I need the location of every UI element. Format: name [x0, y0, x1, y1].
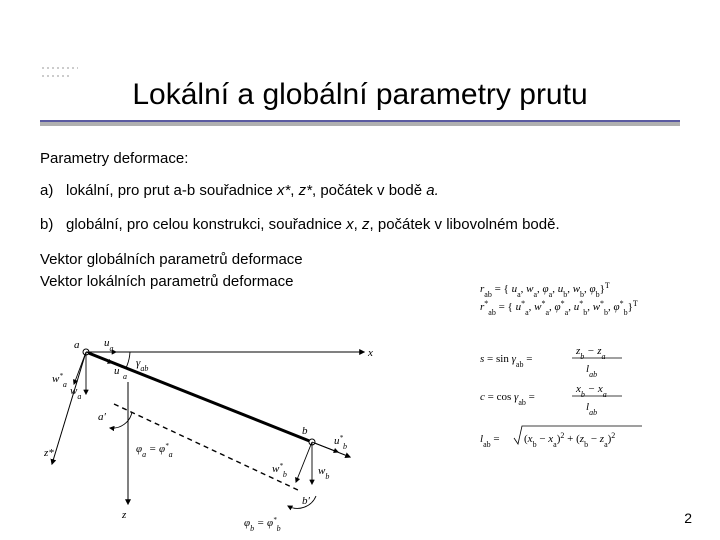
slide-title: Lokální a globální parametry prutu	[40, 78, 680, 118]
label-w-a-star: w*a	[52, 372, 67, 389]
label-u-b-star: u*b	[334, 434, 347, 451]
formula-l: lab =	[480, 433, 500, 449]
bar-diagram: x z* z γab a b a′ b′ ua u*a wa w*a φa = …	[44, 334, 384, 534]
label-phi-a: φa = φ*a	[136, 442, 173, 459]
formula-r-ab-star: r*ab = { u*a, w*a, φ*a, u*b, w*b, φ*b}T	[480, 299, 638, 317]
formula-r-ab: rab = { ua, wa, φa, ub, wb, φb}T	[480, 281, 610, 299]
formula-c: c = cos γab =	[480, 391, 535, 407]
para-global-vector: Vektor globálních parametrů deformace	[40, 250, 690, 270]
node-a-label: a	[74, 339, 80, 351]
list-item-a: a)lokální, pro prut a-b souřadnice x*, z…	[40, 181, 690, 201]
formulas-block: rab = { ua, wa, φa, ub, wb, φb}T r*ab = …	[480, 278, 710, 488]
node-a-prime-label: a′	[98, 411, 107, 423]
body-content: Parametry deformace: a)lokální, pro prut…	[40, 150, 690, 294]
label-w-b: wb	[318, 465, 329, 481]
node-b-label: b	[302, 425, 308, 437]
formula-s: s = sin γab =	[480, 353, 532, 369]
axis-label-z-star: z*	[44, 447, 54, 459]
page-number: 2	[684, 510, 692, 526]
angle-label: γab	[136, 357, 148, 373]
svg-text:(xb − xa)2 + (zb − za)2: (xb − xa)2 + (zb − za)2	[524, 431, 615, 449]
list-marker: b)	[40, 215, 66, 235]
svg-text:lab: lab	[586, 363, 597, 379]
label-u-a: ua	[104, 337, 114, 353]
list-item-b: b)globální, pro celou konstrukci, souřad…	[40, 215, 690, 235]
title-underline-shadow	[40, 122, 680, 126]
svg-text:lab: lab	[586, 401, 597, 417]
axis-label-x: x	[367, 347, 373, 359]
slide-title-block: Lokální a globální parametry prutu	[40, 78, 680, 126]
axis-label-z: z	[121, 509, 127, 521]
label-w-b-star: w*b	[272, 462, 287, 479]
subheading: Parametry deformace:	[40, 150, 690, 167]
list-marker: a)	[40, 181, 66, 201]
label-phi-b: φb = φ*b	[244, 516, 281, 533]
